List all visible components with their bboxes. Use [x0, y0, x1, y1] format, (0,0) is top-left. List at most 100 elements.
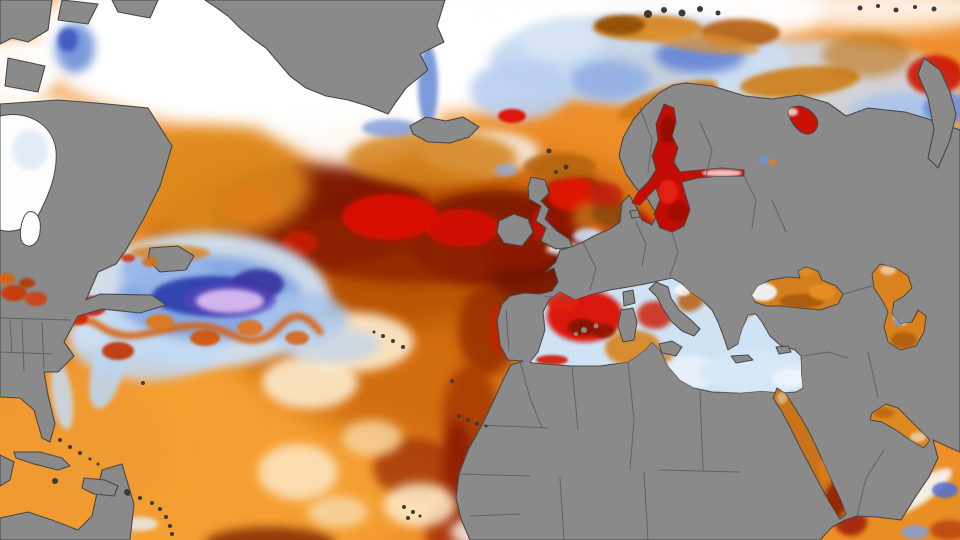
gs-red-2 — [102, 342, 134, 360]
wmed-maroon-1 — [568, 319, 596, 335]
greatlake-1 — [1, 285, 27, 301]
poland-east-border — [669, 231, 679, 277]
speck-franz-josef-3 — [893, 7, 899, 13]
germany-poland-border — [635, 221, 647, 267]
land-ireland — [496, 213, 534, 247]
sea-red-sea — [772, 387, 847, 520]
speck-azores-1 — [372, 330, 376, 334]
us-canada-border — [0, 317, 71, 321]
caspian-north-pale — [880, 265, 896, 275]
island-sicily — [658, 340, 683, 357]
speck-bermuda — [141, 381, 145, 385]
ladoga-blue — [759, 156, 769, 164]
pgulf-pale — [910, 432, 926, 442]
azov-orange — [798, 268, 814, 276]
speck-capeverde-1 — [402, 505, 406, 509]
greatlake-3 — [0, 273, 15, 285]
russia-inner-border — [771, 199, 787, 233]
island-crete — [730, 354, 754, 364]
barents-coastal-orange — [740, 66, 860, 98]
speck-orkney — [554, 170, 558, 174]
greenland-tip-fringe — [362, 119, 418, 137]
alboran-red — [536, 355, 568, 365]
speck-bahamas-2 — [68, 445, 72, 449]
speck-balearic-3 — [574, 332, 578, 336]
morocco-algeria-border — [519, 360, 543, 429]
speck-bahamas-1 — [58, 438, 62, 442]
se-coast-blue — [50, 360, 74, 430]
gs-orange-4 — [285, 331, 309, 345]
speck-svalbard-4 — [697, 6, 703, 12]
lakes-and-coastal-dabs — [0, 156, 776, 306]
skagerrak-red — [587, 183, 623, 207]
redsea-north-pale — [777, 392, 787, 404]
barents-orange-wide — [822, 33, 912, 77]
iran-iraq-border — [867, 351, 879, 399]
niger-border — [559, 477, 565, 540]
norway-sweden-border — [639, 107, 653, 173]
speck-canary-3 — [475, 422, 479, 426]
island-sardinia — [617, 307, 638, 343]
speck-svalbard-1 — [644, 10, 652, 18]
land-hispaniola — [81, 477, 119, 497]
island-italy — [648, 281, 701, 337]
island-zealand — [629, 209, 641, 219]
sea-fill-persian-gulf — [874, 408, 926, 442]
norwsea-mid — [570, 60, 650, 100]
sea-caspian-sea — [871, 263, 927, 351]
speck-canary-1 — [457, 414, 461, 418]
capeverde-dark — [373, 438, 457, 498]
iceland-south-belt — [347, 130, 517, 186]
nscotland-brown — [524, 153, 596, 179]
senegal-border — [469, 513, 521, 517]
speck-bahamas-5 — [96, 462, 100, 466]
pale-4 — [384, 483, 456, 527]
speck-canary-4 — [484, 424, 488, 428]
gs-orange-2 — [190, 330, 220, 346]
speck-faroe — [546, 148, 552, 154]
land-arctic-island-2 — [57, 0, 99, 25]
speck-svalbard-3 — [678, 9, 686, 17]
stlawrence-orange — [142, 257, 158, 267]
speck-capeverde-4 — [418, 514, 422, 518]
gulfstream-meander — [56, 313, 324, 344]
coldpool-lavender — [196, 289, 264, 313]
sea-baltic-sea — [631, 103, 745, 233]
land-arctic-island-1 — [0, 0, 53, 45]
spain-france-border — [544, 295, 571, 301]
speck-jamaica — [52, 478, 58, 484]
algeria-libya-border — [627, 361, 635, 471]
oman-blue-2 — [901, 525, 929, 539]
speck-antilles-7 — [170, 532, 174, 536]
iceland-n-pale — [520, 20, 600, 60]
speck-azores-4 — [401, 345, 405, 349]
pale-2 — [262, 355, 358, 409]
pale-7 — [308, 496, 368, 528]
blacksea-bright — [809, 284, 835, 300]
finland-russia-border — [699, 121, 713, 177]
land-greenland — [204, 0, 446, 115]
ladoga-orange — [768, 159, 776, 165]
caspian-south-brown — [891, 332, 917, 348]
speck-antilles-4 — [158, 507, 162, 511]
pale-3 — [258, 444, 338, 500]
portugal-spain-border — [505, 309, 510, 351]
whitesea-pale-dab — [788, 108, 798, 116]
pale-6 — [342, 420, 402, 456]
mauritania-mali-border — [458, 473, 531, 477]
sudan-horizontal-border — [659, 469, 741, 473]
speck-svalbard-2 — [661, 7, 667, 13]
speck-azores-2 — [381, 334, 385, 338]
speck-balearic-1 — [581, 327, 587, 333]
ireland-south-dark — [490, 240, 550, 270]
caucasus-border — [842, 285, 873, 295]
equator-dark — [206, 527, 334, 540]
us-state-border-2 — [21, 319, 25, 373]
norwsea-brown — [595, 15, 645, 35]
speck-franz-josef-2 — [876, 4, 880, 8]
speck-antilles-3 — [150, 501, 154, 505]
speck-balearic-2 — [593, 323, 599, 329]
sea-james-bay — [19, 211, 41, 247]
iceland-ne-blue — [470, 60, 570, 120]
speck-antilles-2 — [138, 496, 142, 500]
